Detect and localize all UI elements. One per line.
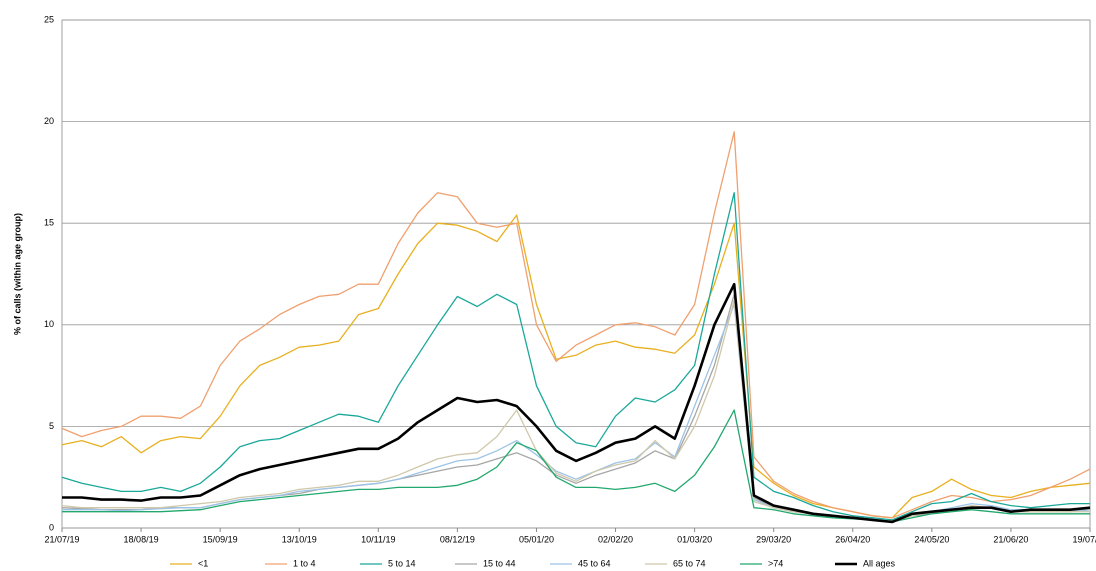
x-tick-label: 10/11/19: [361, 534, 395, 544]
x-tick-label: 08/12/19: [440, 534, 475, 544]
y-tick-label: 20: [44, 116, 54, 126]
x-tick-label: 26/04/20: [835, 534, 870, 544]
legend-label: <1: [198, 558, 208, 568]
legend-label: 1 to 4: [293, 558, 316, 568]
x-tick-label: 18/08/19: [124, 534, 159, 544]
y-tick-label: 0: [49, 522, 54, 532]
series-line: [61, 192, 1090, 521]
x-tick-label: 02/02/20: [598, 534, 633, 544]
x-tick-label: 05/01/20: [519, 534, 554, 544]
x-tick-label: 21/06/20: [993, 534, 1028, 544]
x-tick-label: 15/09/19: [203, 534, 238, 544]
y-axis-label: % of calls (within age group): [12, 213, 22, 335]
plot-frame: [61, 19, 1091, 529]
series-line: [61, 131, 1091, 519]
y-tick-label: 15: [44, 218, 54, 228]
x-tick-label: 24/05/20: [914, 534, 949, 544]
series-line: [62, 409, 1090, 523]
x-tick-label: 19/07/20: [1072, 534, 1096, 544]
legend-label: All ages: [863, 558, 896, 568]
x-tick-label: 01/03/20: [677, 534, 712, 544]
series-line: [62, 282, 1091, 524]
y-tick-label: 5: [49, 421, 54, 431]
x-tick-label: 13/10/19: [282, 534, 317, 544]
x-tick-label: 21/07/19: [44, 534, 79, 544]
series-line: [61, 299, 1090, 523]
legend-label: 65 to 74: [673, 558, 706, 568]
series-line: [61, 214, 1091, 519]
y-tick-label: 25: [44, 14, 54, 24]
legend-label: 45 to 64: [578, 558, 611, 568]
x-tick-label: 29/03/20: [756, 534, 791, 544]
legend-label: 15 to 44: [483, 558, 516, 568]
legend-label: >74: [768, 558, 783, 568]
y-tick-label: 10: [44, 319, 54, 329]
legend-label: 5 to 14: [388, 558, 416, 568]
